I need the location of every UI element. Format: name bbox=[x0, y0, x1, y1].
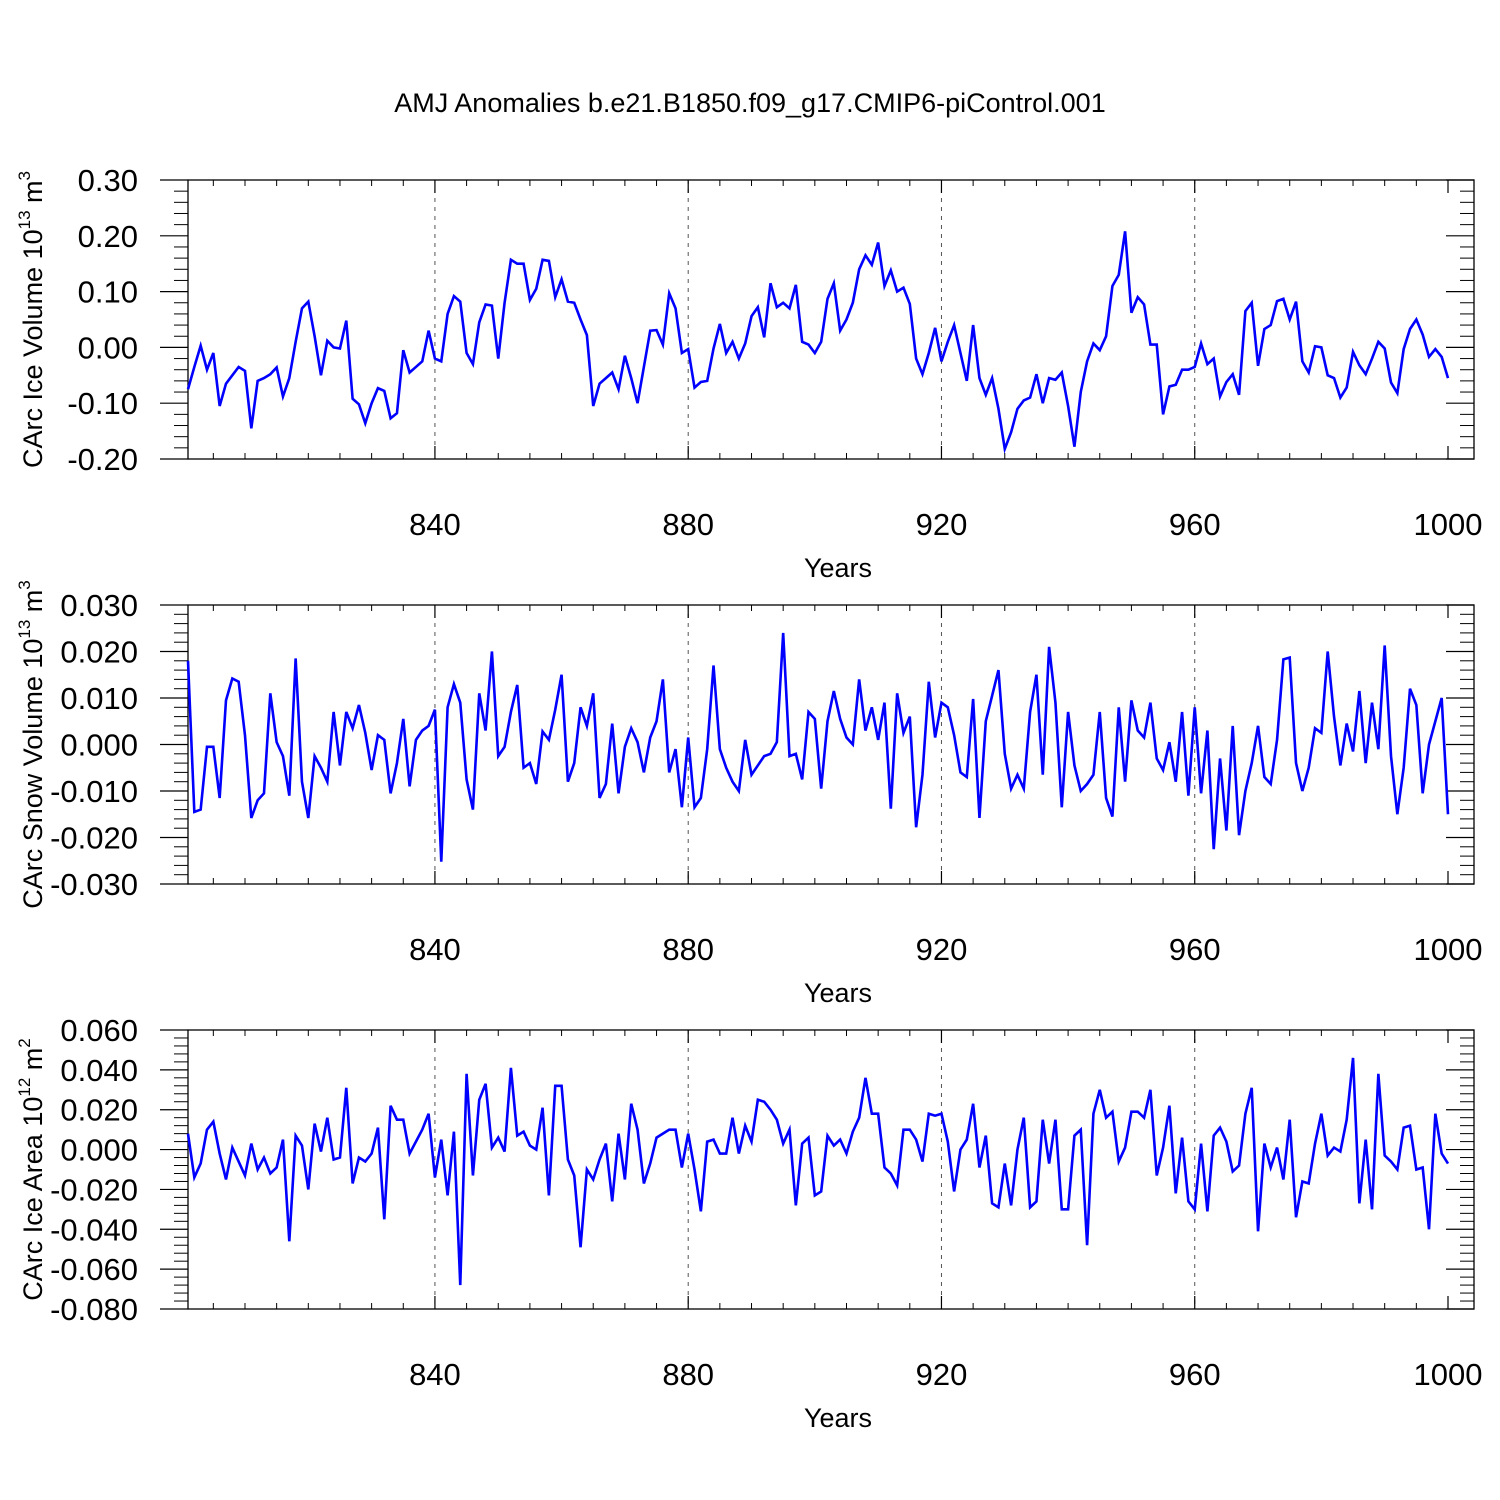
y-axis-label-unit-exponent: 2 bbox=[15, 1038, 34, 1047]
plot-frame bbox=[187, 1029, 1475, 1310]
x-tick-label: 840 bbox=[409, 507, 461, 542]
page-title: AMJ Anomalies b.e21.B1850.f09_g17.CMIP6-… bbox=[394, 88, 1106, 118]
y-axis-label-unit: m bbox=[18, 1048, 48, 1078]
x-tick-label: 920 bbox=[916, 507, 968, 542]
series-line bbox=[186, 231, 1450, 455]
x-axis-label: Years bbox=[804, 978, 872, 1008]
x-tick-label: 920 bbox=[916, 932, 968, 967]
y-axis-label-exponent: 13 bbox=[15, 620, 34, 639]
plot-frame bbox=[187, 179, 1475, 460]
x-tick-label: 840 bbox=[409, 1357, 461, 1392]
chart-panel-2: 840 880 920 960 1000 -0.030 -0.020 -0.010 0.000 0… bbox=[15, 580, 1482, 1008]
y-axis-label-text: CArc Ice Area 10 bbox=[18, 1097, 48, 1301]
y-axis-label-exponent: 12 bbox=[15, 1078, 34, 1097]
x-tick-label: 880 bbox=[662, 932, 714, 967]
y-tick-label: 0.060 bbox=[60, 1013, 138, 1048]
y-tick-label: 0.00 bbox=[78, 330, 138, 365]
y-tick-label: -0.20 bbox=[67, 442, 138, 477]
y-axis-label: CArc Snow Volume 1013 m3 bbox=[15, 580, 48, 909]
y-tick-label: -0.080 bbox=[50, 1292, 138, 1327]
y-tick-label: -0.10 bbox=[67, 386, 138, 421]
y-axis-label-unit: m bbox=[18, 180, 48, 210]
y-tick-label: 0.010 bbox=[60, 681, 138, 716]
x-axis-label: Years bbox=[804, 1403, 872, 1433]
y-axis-label-unit-exponent: 3 bbox=[15, 171, 34, 180]
chart-panel-3: 840 880 920 960 1000 -0.080 -0.060 -0.040 -0.020… bbox=[15, 1013, 1482, 1433]
chart-panel-1: 840 880 920 960 1000 -0.20 -0.10 0.00 0.10 0.20 0.… bbox=[15, 163, 1482, 583]
y-tick-label: 0.10 bbox=[78, 275, 138, 310]
x-tick-label: 960 bbox=[1169, 1357, 1221, 1392]
y-tick-label: 0.30 bbox=[78, 163, 138, 198]
x-tick-label: 880 bbox=[662, 507, 714, 542]
x-tick-label: 1000 bbox=[1414, 932, 1483, 967]
y-tick-label: -0.010 bbox=[50, 774, 138, 809]
y-axis-label-text: CArc Snow Volume 10 bbox=[18, 639, 48, 909]
y-tick-label: -0.040 bbox=[50, 1212, 138, 1247]
x-tick-label: 920 bbox=[916, 1357, 968, 1392]
y-axis-label: CArc Ice Area 1012 m2 bbox=[15, 1038, 48, 1301]
y-tick-label: 0.040 bbox=[60, 1053, 138, 1088]
y-tick-label: -0.030 bbox=[50, 867, 138, 902]
plot-frame bbox=[187, 604, 1475, 885]
x-axis-label: Years bbox=[804, 553, 872, 583]
y-tick-label: 0.020 bbox=[60, 1093, 138, 1128]
x-tick-label: 960 bbox=[1169, 932, 1221, 967]
y-tick-label: 0.20 bbox=[78, 219, 138, 254]
y-axis-label-unit: m bbox=[18, 590, 48, 620]
series-line bbox=[186, 632, 1450, 862]
y-axis-label-text: CArc Ice Volume 10 bbox=[18, 229, 48, 468]
series-line bbox=[186, 1057, 1450, 1286]
x-tick-label: 840 bbox=[409, 932, 461, 967]
x-tick-label: 1000 bbox=[1414, 1357, 1483, 1392]
x-tick-label: 960 bbox=[1169, 507, 1221, 542]
y-tick-label: 0.030 bbox=[60, 588, 138, 623]
y-tick-label: 0.020 bbox=[60, 635, 138, 670]
x-tick-label: 1000 bbox=[1414, 507, 1483, 542]
y-axis-label: CArc Ice Volume 1013 m3 bbox=[15, 171, 48, 468]
y-tick-label: 0.000 bbox=[60, 1133, 138, 1168]
x-tick-label: 880 bbox=[662, 1357, 714, 1392]
y-axis-label-exponent: 13 bbox=[15, 210, 34, 229]
y-tick-label: -0.020 bbox=[50, 1172, 138, 1207]
y-tick-label: -0.060 bbox=[50, 1252, 138, 1287]
y-tick-label: -0.020 bbox=[50, 821, 138, 856]
y-tick-label: 0.000 bbox=[60, 728, 138, 763]
y-axis-label-unit-exponent: 3 bbox=[15, 580, 34, 589]
